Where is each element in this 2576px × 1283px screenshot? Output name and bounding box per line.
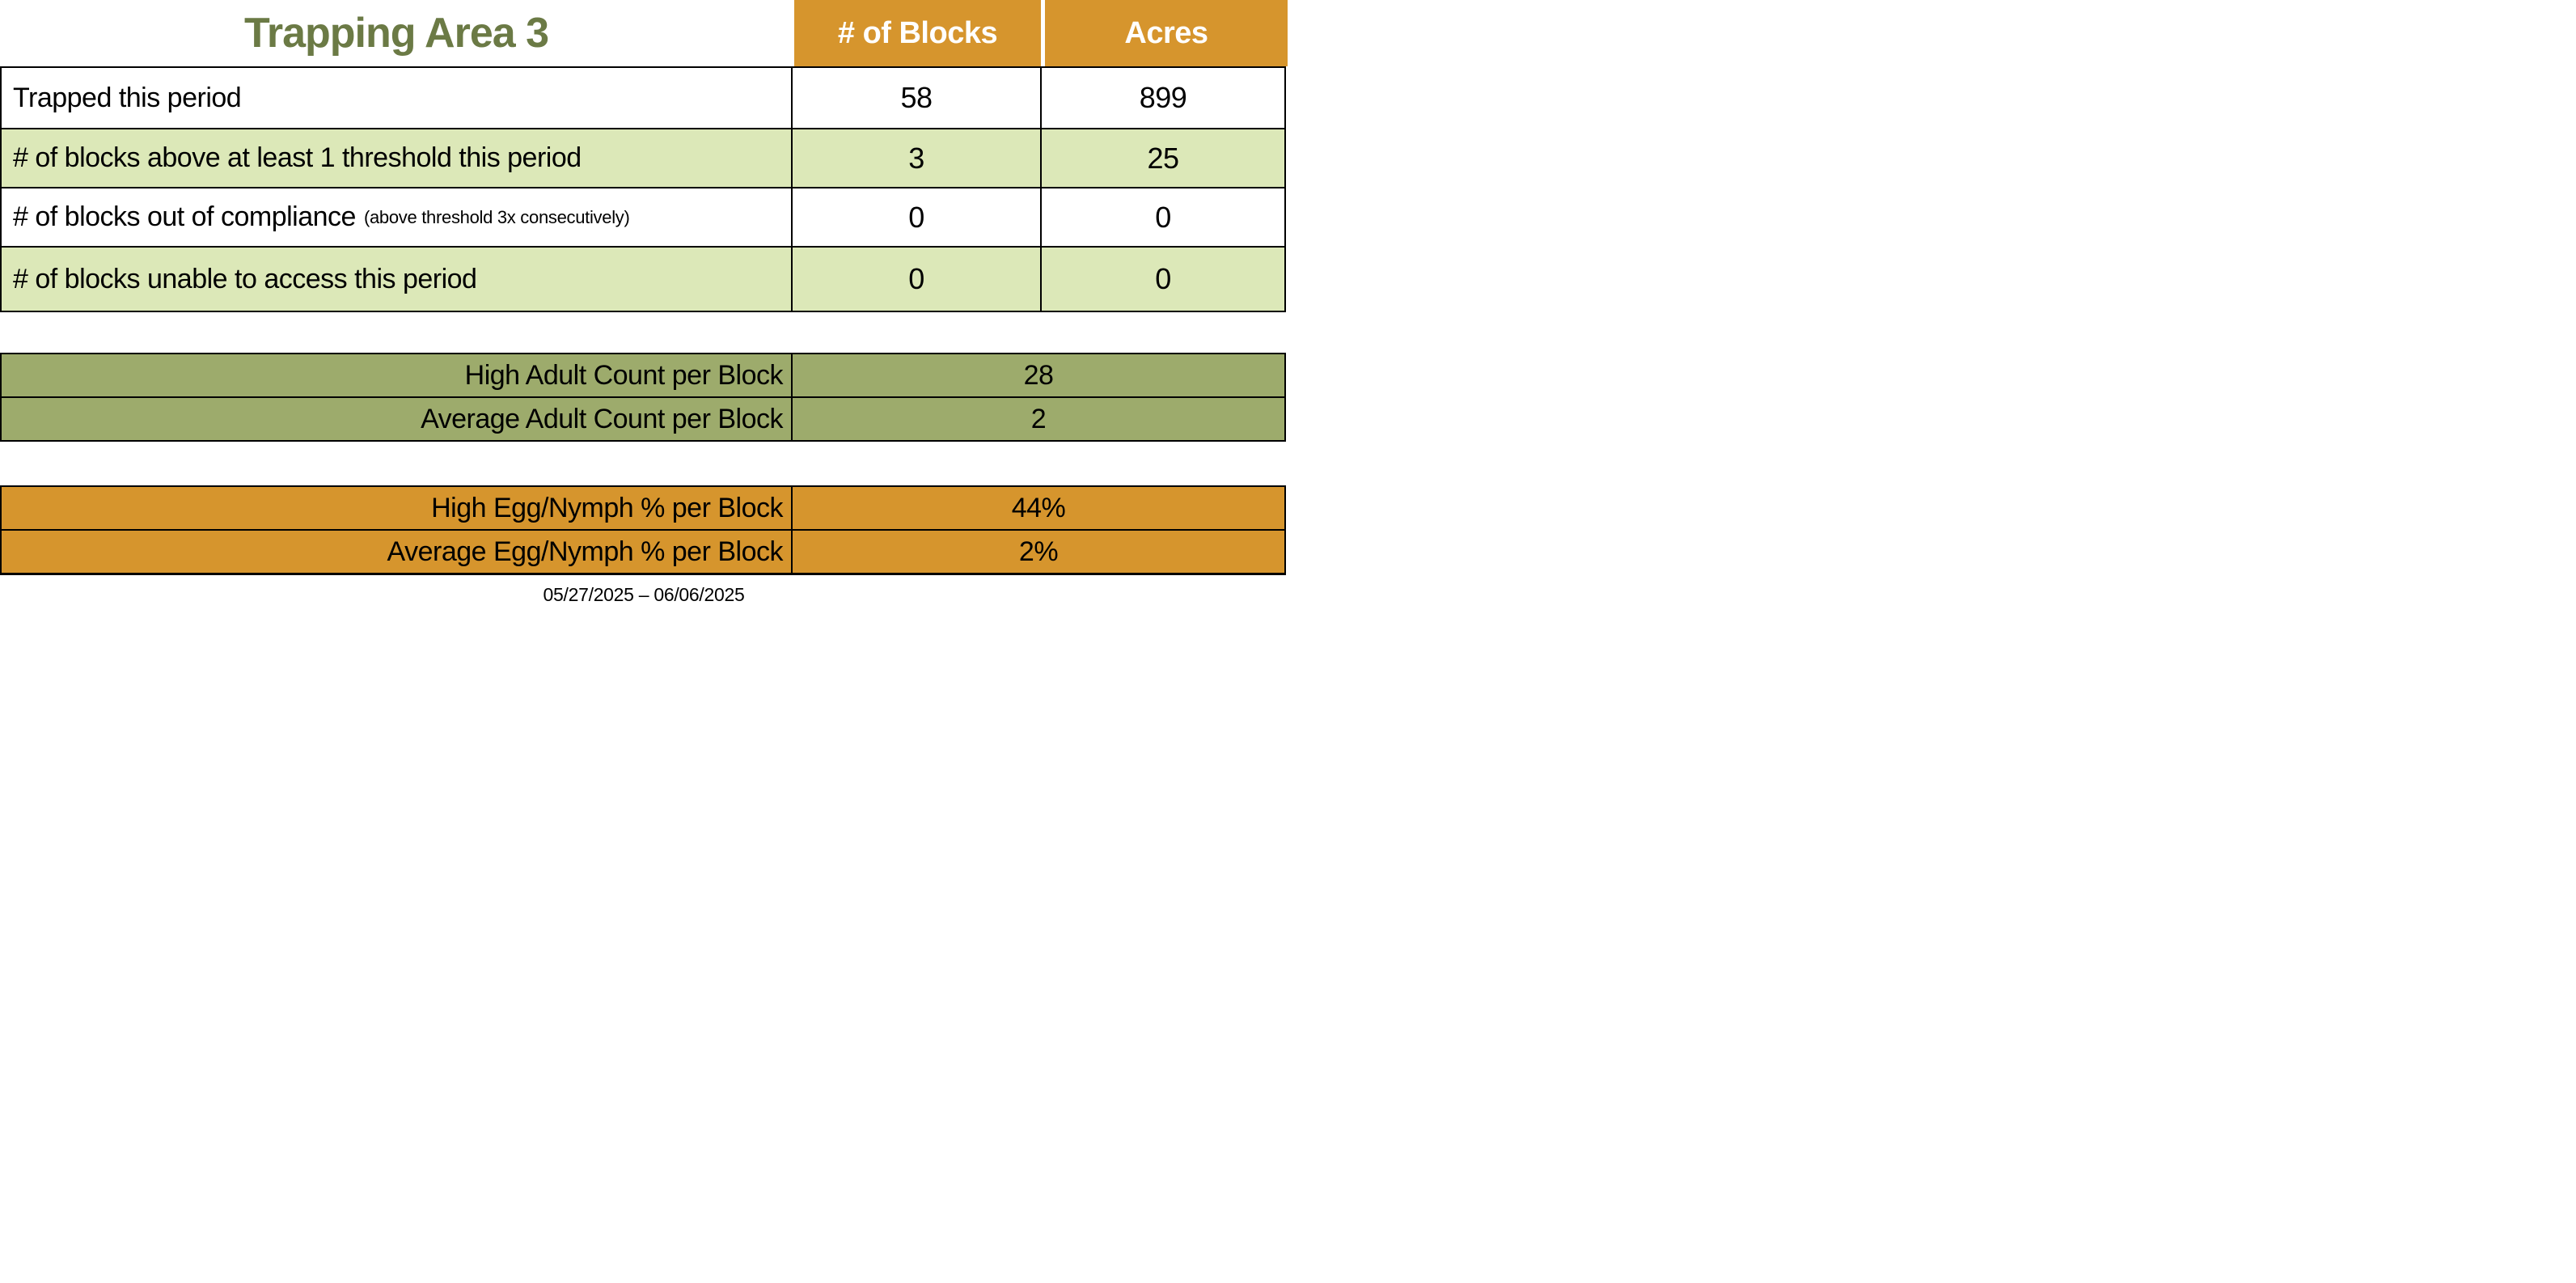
section-row-label: Average Adult Count per Block [2,398,791,440]
row-value-blocks: 0 [793,188,1040,246]
section-row-label: Average Egg/Nymph % per Block [2,531,791,573]
row-value-blocks: 58 [793,68,1040,128]
row-label-text: # of blocks unable to access this period [13,263,477,294]
adult-count-section: High Adult Count per Block 28 Average Ad… [0,353,1286,442]
row-value-acres: 0 [1042,188,1284,246]
row-label-text: # of blocks above at least 1 threshold t… [13,142,582,173]
row-value-acres: 0 [1042,248,1284,311]
row-label: Trapped this period [2,68,791,128]
section-row-label: High Adult Count per Block [2,354,791,396]
trapping-area-report: Trapping Area 3 # of Blocks Acres Trappe… [0,0,1288,642]
row-value-acres: 25 [1042,129,1284,187]
row-label: # of blocks above at least 1 threshold t… [2,129,791,187]
row-value-acres: 899 [1042,68,1284,128]
column-header-blocks: # of Blocks [794,0,1041,66]
section-row-value: 2% [793,531,1284,573]
page-title: Trapping Area 3 [243,10,549,57]
section-row-value: 44% [793,487,1284,529]
section-row-value: 28 [793,354,1284,396]
row-label-text: Trapped this period [13,82,242,113]
row-label-text: # of blocks out of compliance [13,201,356,232]
row-label: # of blocks unable to access this period [2,248,791,311]
egg-nymph-section: High Egg/Nymph % per Block 44% Average E… [0,485,1286,575]
column-header-acres: Acres [1045,0,1288,66]
section-row-value: 2 [793,398,1284,440]
row-value-blocks: 0 [793,248,1040,311]
row-label-subtext: (above threshold 3x consecutively) [363,206,630,227]
main-table: Trapped this period 58 899 # of blocks a… [0,66,1286,312]
row-label: # of blocks out of compliance (above thr… [2,188,791,246]
date-range: 05/27/2025 – 06/06/2025 [543,584,745,605]
section-row-label: High Egg/Nymph % per Block [2,487,791,529]
row-value-blocks: 3 [793,129,1040,187]
